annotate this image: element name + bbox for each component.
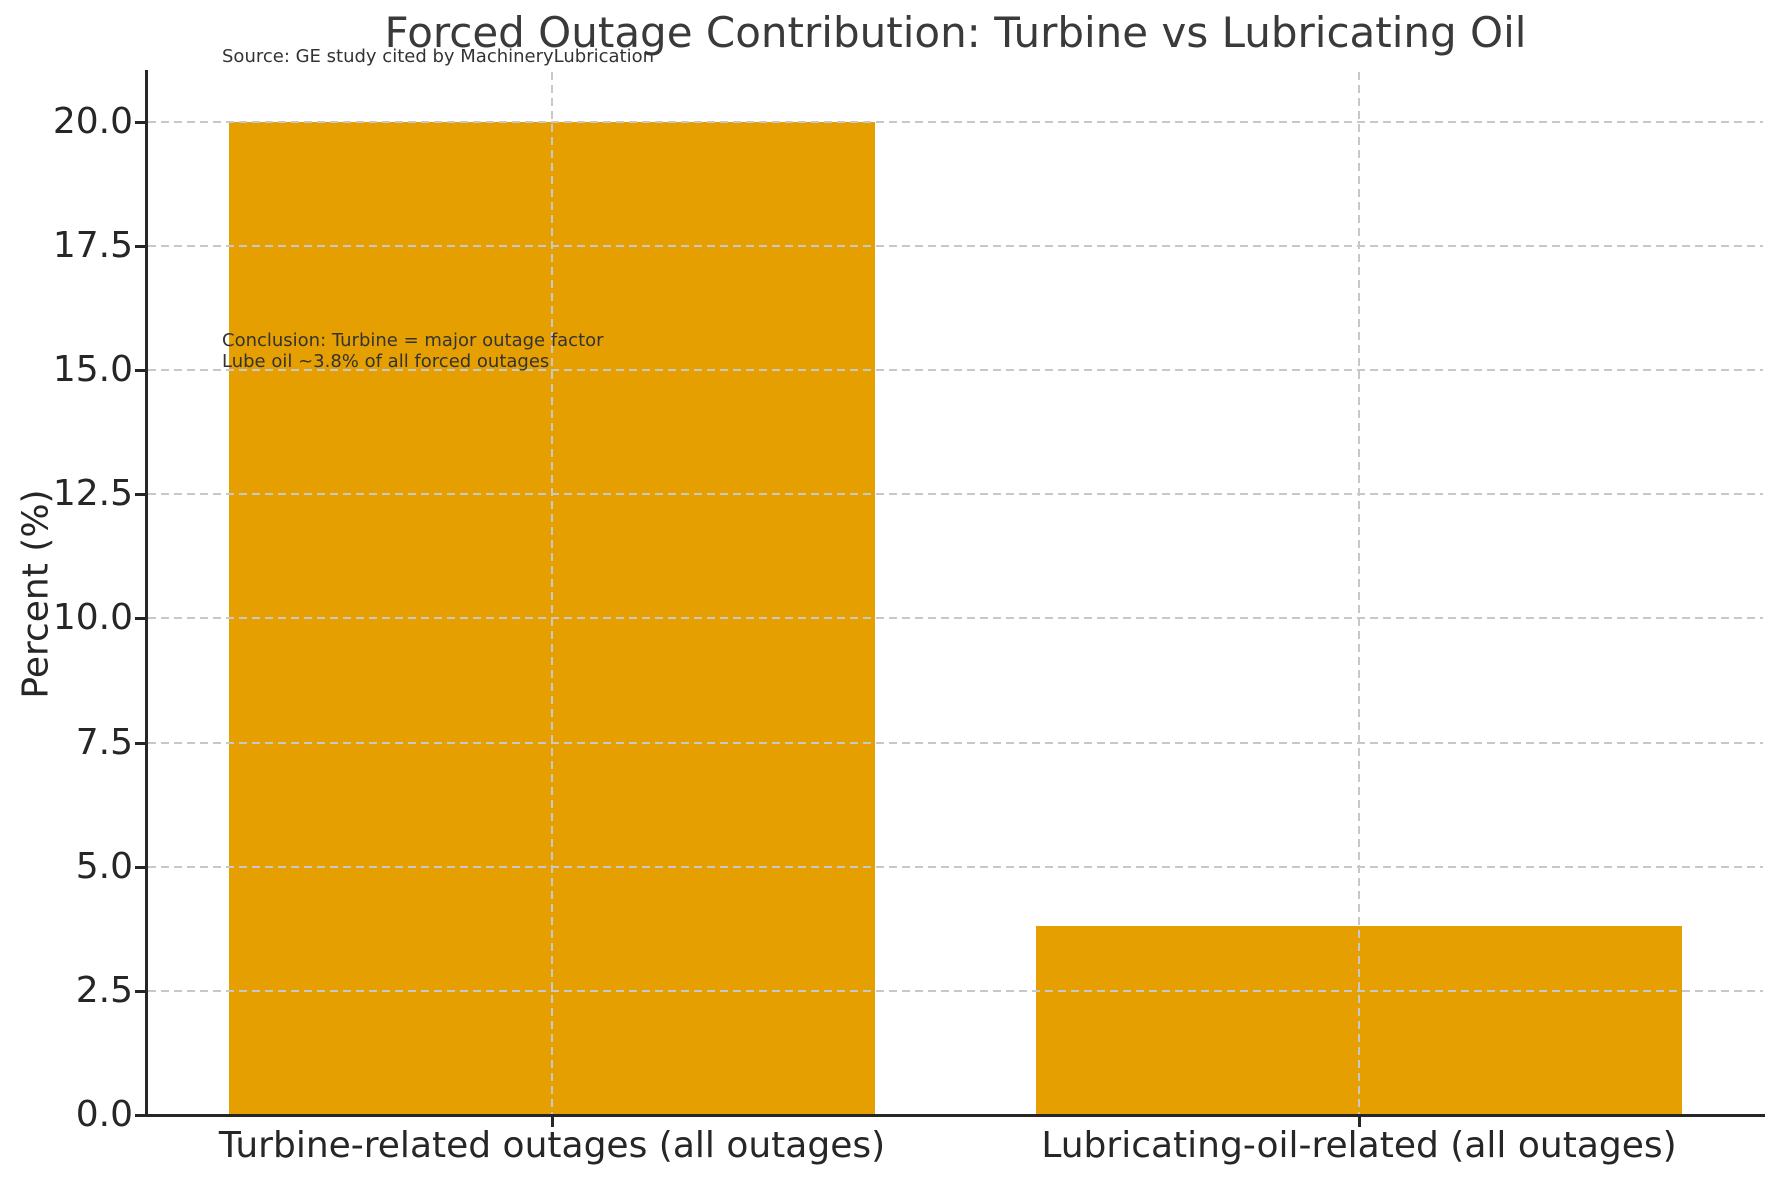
y-tick-label: 5.0 [75, 845, 133, 887]
y-axis-spine [145, 70, 148, 1117]
y-tick [135, 244, 145, 248]
y-tick-label: 0.0 [75, 1094, 133, 1135]
chart-title: Forced Outage Contribution: Turbine vs L… [384, 8, 1527, 57]
y-tick [135, 1114, 145, 1117]
y-gridline [148, 865, 1763, 868]
annotation-line-1: Conclusion: Turbine = major outage facto… [222, 330, 604, 351]
y-tick [135, 493, 145, 497]
y-tick [135, 865, 145, 869]
x-gridline [1358, 72, 1360, 1115]
plot-area: Conclusion: Turbine = major outage facto… [148, 72, 1763, 1115]
y-tick-label: 15.0 [52, 349, 133, 390]
y-gridline [148, 617, 1763, 620]
x-gridline [551, 72, 553, 1115]
y-gridline [148, 120, 1763, 123]
y-tick [135, 369, 145, 372]
x-tick [551, 1117, 554, 1127]
x-tick-label: Lubricating-oil-related (all outages) [1041, 1125, 1677, 1166]
x-axis-spine [145, 1114, 1765, 1117]
y-tick-label: 10.0 [52, 597, 133, 639]
y-gridline [148, 244, 1763, 247]
annotation-line-2: Lube oil ~3.8% of all forced outages [222, 351, 550, 372]
y-gridline [148, 493, 1763, 496]
y-axis-label: Percent (%) [15, 489, 57, 699]
y-tick [135, 989, 145, 993]
y-tick-label: 2.5 [75, 969, 133, 1011]
x-tick [1358, 1117, 1361, 1127]
chart-annotation: Conclusion: Turbine = major outage facto… [222, 330, 604, 372]
y-tick [135, 120, 145, 124]
y-tick-label: 17.5 [52, 224, 133, 266]
y-tick [135, 741, 145, 745]
y-gridline [148, 741, 1763, 744]
source-note: Source: GE study cited by MachineryLubri… [222, 46, 655, 67]
x-tick-label: Turbine-related outages (all outages) [218, 1125, 886, 1166]
y-tick [135, 617, 145, 621]
y-gridline [148, 369, 1763, 371]
y-tick-label: 20.0 [52, 100, 133, 142]
y-gridline [148, 989, 1763, 992]
y-tick-label: 12.5 [52, 473, 133, 515]
y-tick-label: 7.5 [75, 721, 133, 763]
